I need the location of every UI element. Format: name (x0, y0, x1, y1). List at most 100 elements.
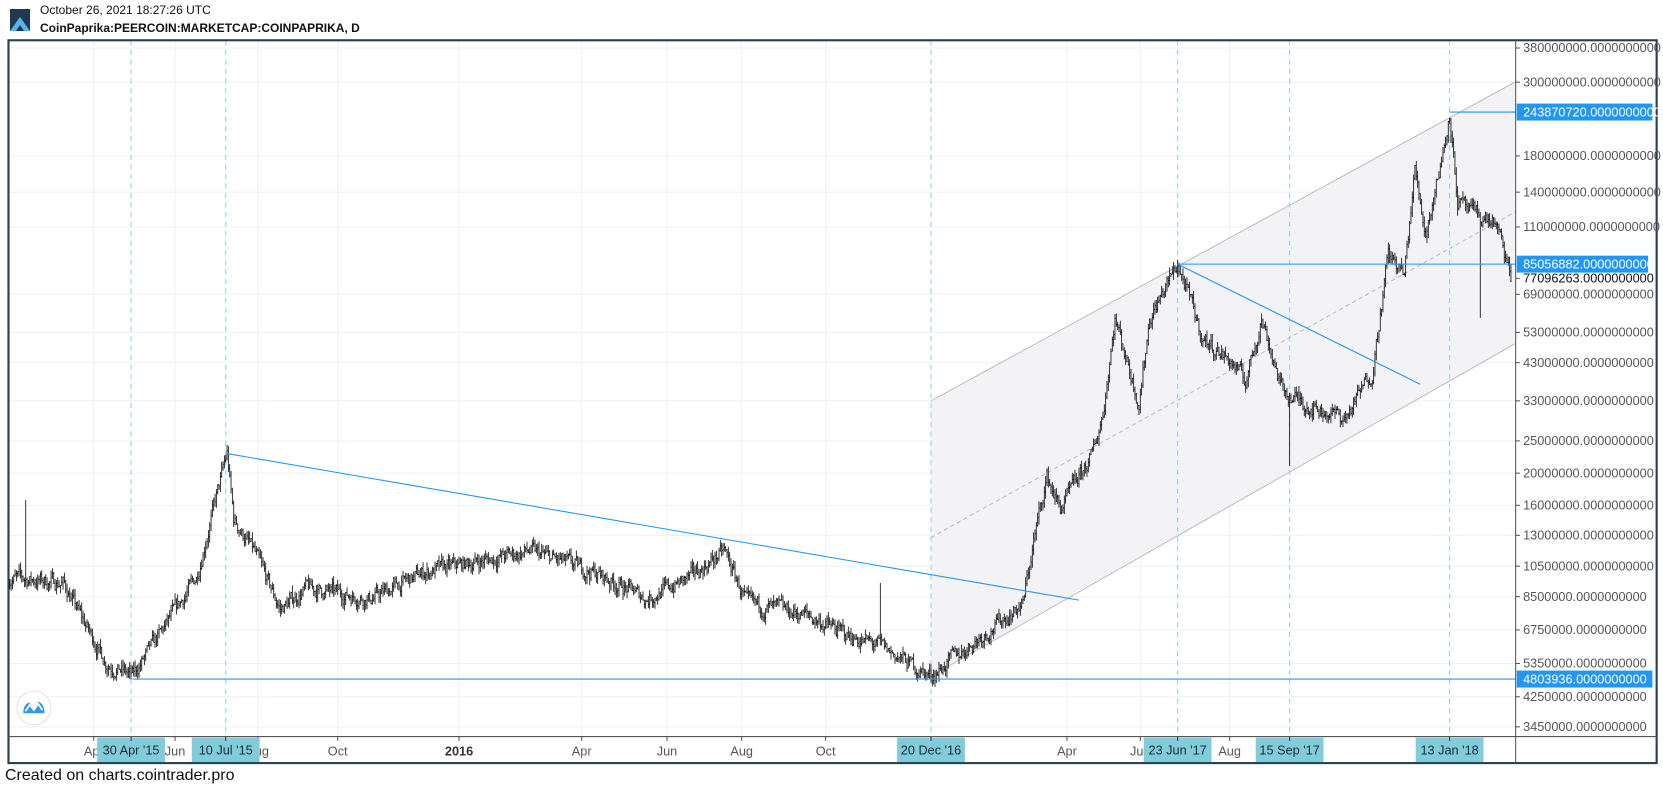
candle (1379, 307, 1381, 332)
drawings[interactable] (132, 111, 1516, 680)
price-line-badge[interactable]: 243870720.0000000000 (1516, 103, 1661, 121)
channel-lower-line[interactable] (930, 343, 1516, 677)
candle (791, 612, 793, 619)
candle (1450, 118, 1452, 143)
candle (1348, 405, 1351, 420)
date-marker-badge[interactable]: 15 Sep '17 (1255, 736, 1324, 763)
candle (366, 595, 368, 610)
candle (771, 600, 773, 609)
candle (482, 555, 484, 570)
candle (350, 594, 352, 607)
candle (914, 665, 916, 676)
price-axis[interactable]: 380000000.0000000000 300000000.0000000000… (1515, 40, 1661, 734)
trendline-downtrend-2015[interactable] (226, 453, 1080, 601)
candle (1215, 347, 1217, 360)
candle (795, 608, 797, 620)
candle (618, 576, 620, 597)
date-badge-bg (1255, 737, 1324, 763)
candle (418, 569, 420, 578)
candle (1198, 318, 1200, 336)
candle (1436, 178, 1439, 181)
candle (113, 672, 115, 681)
date-marker-badge[interactable]: 13 Jan '18 (1415, 736, 1484, 763)
candle (607, 578, 609, 585)
candle (670, 583, 672, 593)
date-marker-badge[interactable]: 10 Jul '15 (191, 736, 260, 763)
candle (638, 585, 640, 599)
candle (1326, 411, 1328, 423)
candle (654, 597, 656, 609)
candle (282, 604, 284, 613)
candle (873, 640, 875, 654)
candle (258, 546, 260, 559)
candle (798, 612, 800, 624)
candle (537, 543, 539, 556)
candle (221, 462, 223, 478)
candle (902, 646, 904, 664)
candle (1159, 294, 1161, 305)
candle (1111, 336, 1113, 352)
candle (637, 583, 639, 590)
candle (415, 565, 418, 574)
candle (875, 638, 877, 647)
parallel-channel[interactable] (930, 81, 1516, 677)
candle (714, 551, 716, 569)
candle (1014, 606, 1016, 614)
candle (969, 643, 971, 652)
candle (1292, 395, 1295, 403)
candle (1506, 253, 1508, 263)
candle (954, 645, 956, 653)
candle (973, 644, 975, 654)
channel-upper-line[interactable] (930, 81, 1516, 402)
candle (762, 612, 764, 622)
channel-middle-line[interactable] (930, 211, 1516, 539)
candle (67, 590, 70, 598)
candle (1087, 458, 1089, 473)
candle (369, 591, 371, 603)
price-line-badge[interactable]: 4803936.0000000000 (1516, 670, 1653, 688)
candle (571, 555, 573, 571)
candle (1255, 344, 1257, 355)
date-marker-badge[interactable]: 30 Apr '15 (97, 736, 165, 763)
price-line-badge[interactable]: 85056882.0000000000 (1516, 255, 1654, 273)
candle (1235, 362, 1237, 375)
date-marker-lines (130, 40, 1451, 737)
candle (111, 664, 114, 678)
candle (422, 562, 424, 581)
candle (849, 631, 851, 641)
candle (1383, 277, 1385, 299)
chart-settings-button[interactable] (16, 690, 52, 726)
candle (767, 598, 769, 614)
candle (1156, 296, 1159, 313)
candle (377, 584, 379, 594)
candle (451, 557, 453, 564)
candle (434, 561, 436, 579)
candle (1439, 162, 1441, 179)
candle (921, 667, 923, 674)
candle (539, 552, 541, 560)
trendline-downtrend-2017[interactable] (1177, 263, 1421, 385)
candle (1129, 359, 1131, 380)
candle (1232, 360, 1235, 369)
candle (1049, 478, 1051, 487)
candle (1025, 577, 1027, 598)
y-tick-label: 13000000.0000000000 (1523, 528, 1654, 543)
candle (1327, 415, 1329, 424)
candle (1037, 512, 1039, 527)
candle (210, 509, 212, 532)
candle (1390, 251, 1392, 264)
candle (810, 610, 812, 619)
candle (803, 606, 805, 618)
candle (443, 560, 445, 570)
candle (309, 578, 311, 589)
time-axis[interactable]: AprJunAugOct2016AprJunAugOctAprJunAug30 … (84, 736, 1484, 763)
candle (157, 629, 159, 647)
candle (855, 634, 857, 640)
candle (105, 661, 107, 674)
date-marker-badge[interactable]: 20 Dec '16 (897, 736, 965, 763)
candle (1464, 195, 1467, 212)
candle (1135, 392, 1137, 404)
candle (905, 652, 907, 664)
date-marker-badge[interactable]: 23 Jun '17 (1143, 736, 1212, 763)
